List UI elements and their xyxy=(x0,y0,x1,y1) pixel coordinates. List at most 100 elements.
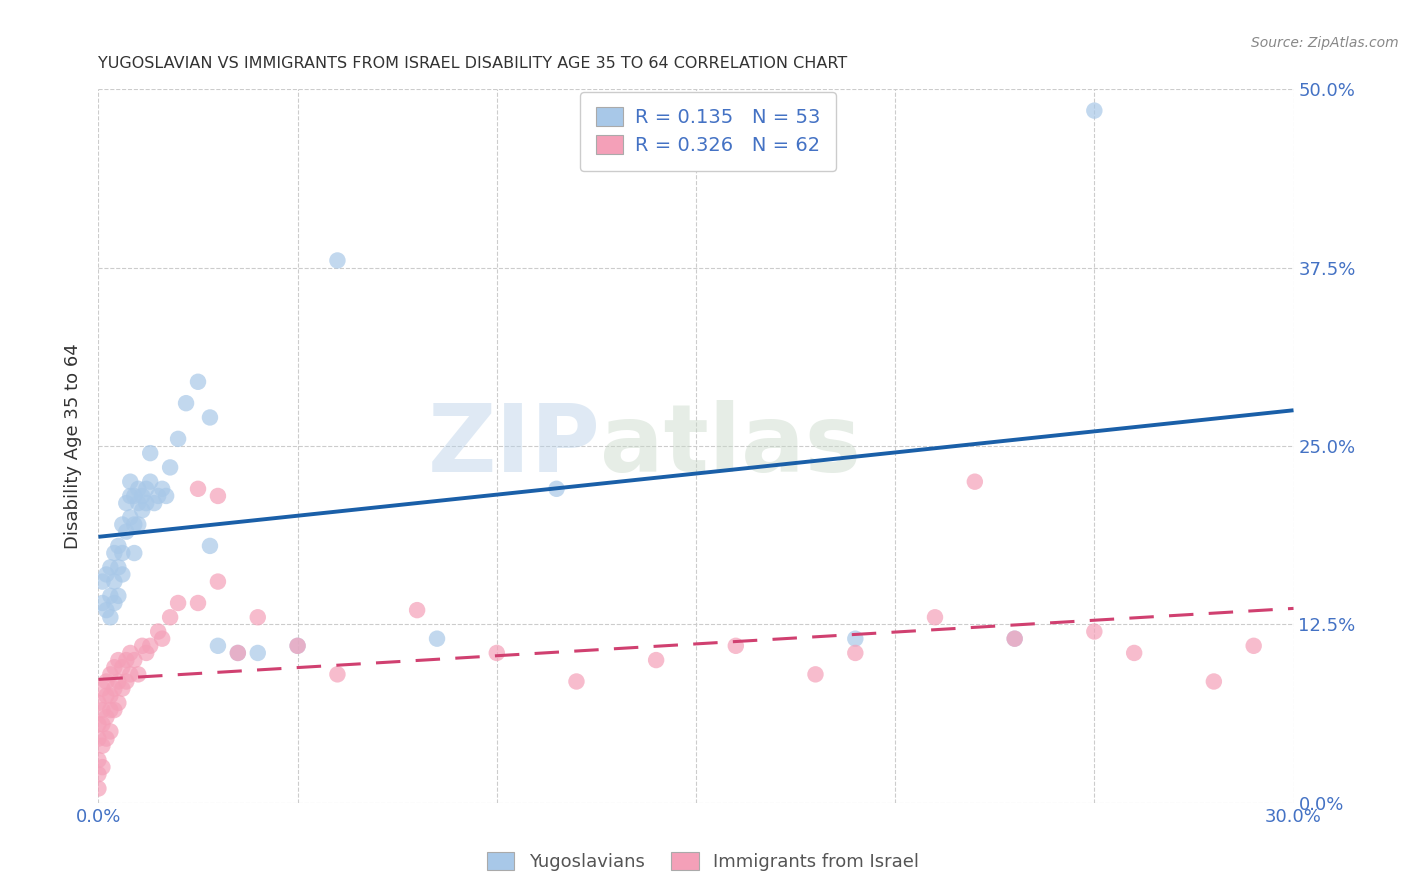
Point xyxy=(246,646,269,660)
Point xyxy=(115,653,138,667)
Point xyxy=(1004,632,1026,646)
Point xyxy=(124,517,146,532)
Point xyxy=(87,767,110,781)
Point xyxy=(143,496,166,510)
Point xyxy=(115,674,138,689)
Point xyxy=(107,539,129,553)
Point xyxy=(1243,639,1265,653)
Point xyxy=(167,596,190,610)
Point xyxy=(159,610,181,624)
Point xyxy=(326,667,349,681)
Point xyxy=(844,646,866,660)
Point xyxy=(120,475,142,489)
Point xyxy=(91,717,114,731)
Point xyxy=(96,689,118,703)
Point xyxy=(91,703,114,717)
Point xyxy=(103,596,125,610)
Text: Source: ZipAtlas.com: Source: ZipAtlas.com xyxy=(1251,36,1399,50)
Point xyxy=(844,632,866,646)
Point xyxy=(287,639,309,653)
Point xyxy=(187,375,209,389)
Point xyxy=(226,646,249,660)
Point xyxy=(91,596,114,610)
Point xyxy=(103,574,125,589)
Text: ZIP: ZIP xyxy=(427,400,600,492)
Point xyxy=(87,781,110,796)
Point xyxy=(1083,103,1105,118)
Point xyxy=(426,632,449,646)
Point xyxy=(565,674,588,689)
Point xyxy=(111,567,134,582)
Point xyxy=(111,660,134,674)
Point xyxy=(207,574,229,589)
Point xyxy=(98,589,122,603)
Legend: Yugoslavians, Immigrants from Israel: Yugoslavians, Immigrants from Israel xyxy=(479,846,927,879)
Point xyxy=(87,731,110,746)
Point xyxy=(124,546,146,560)
Point xyxy=(107,696,129,710)
Point xyxy=(103,660,125,674)
Point xyxy=(107,674,129,689)
Point xyxy=(198,410,221,425)
Point xyxy=(127,517,149,532)
Point xyxy=(91,739,114,753)
Point xyxy=(107,589,129,603)
Point xyxy=(103,546,125,560)
Point xyxy=(131,639,153,653)
Point xyxy=(96,603,118,617)
Point xyxy=(645,653,668,667)
Point xyxy=(135,646,157,660)
Point xyxy=(96,567,118,582)
Point xyxy=(120,646,142,660)
Point xyxy=(98,667,122,681)
Point xyxy=(127,667,149,681)
Text: atlas: atlas xyxy=(600,400,862,492)
Point xyxy=(98,610,122,624)
Y-axis label: Disability Age 35 to 64: Disability Age 35 to 64 xyxy=(65,343,83,549)
Point xyxy=(924,610,946,624)
Point xyxy=(724,639,747,653)
Point xyxy=(135,496,157,510)
Point xyxy=(485,646,508,660)
Point xyxy=(159,460,181,475)
Point xyxy=(139,446,162,460)
Point xyxy=(187,596,209,610)
Point xyxy=(120,510,142,524)
Point xyxy=(87,753,110,767)
Point xyxy=(91,760,114,774)
Point xyxy=(135,482,157,496)
Point xyxy=(148,489,170,503)
Point xyxy=(98,724,122,739)
Point xyxy=(124,489,146,503)
Point xyxy=(226,646,249,660)
Point xyxy=(111,681,134,696)
Point xyxy=(98,560,122,574)
Point xyxy=(124,653,146,667)
Point xyxy=(87,717,110,731)
Point xyxy=(406,603,429,617)
Point xyxy=(107,560,129,574)
Point xyxy=(207,489,229,503)
Point xyxy=(115,524,138,539)
Point xyxy=(546,482,568,496)
Point xyxy=(96,731,118,746)
Point xyxy=(148,624,170,639)
Point xyxy=(1202,674,1225,689)
Point xyxy=(287,639,309,653)
Point xyxy=(150,632,173,646)
Point xyxy=(120,667,142,681)
Point xyxy=(207,639,229,653)
Point xyxy=(127,482,149,496)
Point xyxy=(326,253,349,268)
Point xyxy=(155,489,177,503)
Point xyxy=(150,482,173,496)
Point xyxy=(131,503,153,517)
Point xyxy=(115,496,138,510)
Point xyxy=(96,674,118,689)
Point xyxy=(246,610,269,624)
Point xyxy=(111,517,134,532)
Point xyxy=(174,396,197,410)
Point xyxy=(131,489,153,503)
Point xyxy=(187,482,209,496)
Point xyxy=(804,667,827,681)
